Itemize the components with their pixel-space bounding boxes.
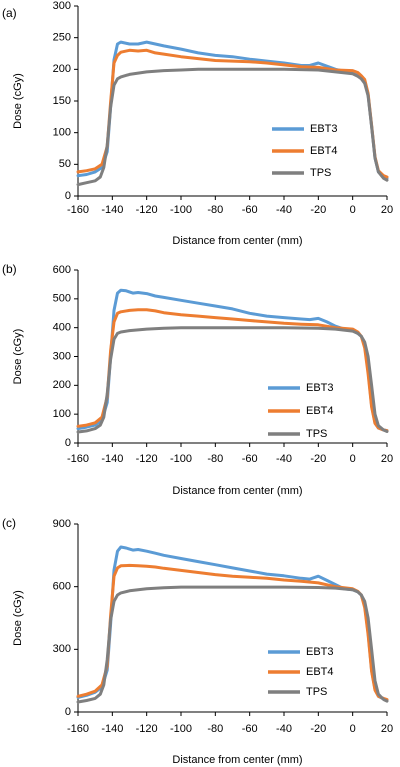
series-line-ebt4 (76, 308, 389, 433)
y-tick-label: 600 (53, 264, 71, 276)
x-tick-label: -40 (276, 453, 292, 465)
x-tick-label: -140 (101, 204, 123, 216)
y-tick-label: 100 (53, 408, 71, 420)
x-tick-label: -120 (136, 723, 158, 735)
series-line-tps (76, 585, 389, 704)
y-tick-label: 50 (59, 158, 71, 170)
x-tick-label: 20 (381, 453, 393, 465)
x-tick-label: 20 (381, 204, 393, 216)
x-tick-label: -40 (276, 723, 292, 735)
legend-label-ebt4: EBT4 (310, 145, 338, 157)
x-tick-label: -20 (310, 723, 326, 735)
y-tick-label: 250 (53, 32, 71, 44)
y-tick-label: 400 (53, 322, 71, 334)
y-tick-label: 200 (53, 63, 71, 75)
x-tick-label: -100 (170, 453, 192, 465)
x-tick-label: -20 (310, 453, 326, 465)
y-axis-title: Dose (cGy) (12, 329, 24, 385)
y-tick-label: 600 (53, 581, 71, 593)
x-tick-label: -80 (207, 453, 223, 465)
x-tick-label: -60 (242, 204, 258, 216)
x-tick-label: -120 (136, 453, 158, 465)
x-tick-label: 0 (350, 204, 356, 216)
x-tick-label: 0 (350, 723, 356, 735)
x-axis-title: Distance from center (mm) (172, 485, 302, 497)
x-tick-label: 0 (350, 453, 356, 465)
x-tick-label: -160 (67, 453, 89, 465)
x-tick-label: -40 (276, 204, 292, 216)
x-tick-label: -60 (242, 453, 258, 465)
x-tick-label: -120 (136, 204, 158, 216)
x-tick-label: -100 (170, 723, 192, 735)
x-tick-label: -160 (67, 723, 89, 735)
x-tick-label: -80 (207, 723, 223, 735)
panel-label: (b) (2, 262, 17, 276)
chart-panel-3: (c) 0 300 600 900 -160 -140 -120 -100 -80 -60 -40 -2… (2, 516, 393, 766)
x-tick-label: -20 (310, 204, 326, 216)
legend-label-ebt3: EBT3 (306, 382, 334, 394)
legend-label-ebt4: EBT4 (306, 666, 334, 678)
x-tick-label: -160 (67, 204, 89, 216)
y-axis-title: Dose (cGy) (12, 73, 24, 129)
x-tick-label: -140 (101, 453, 123, 465)
y-tick-label: 100 (53, 127, 71, 139)
panel-label: (a) (2, 6, 17, 20)
x-axis-title: Distance from center (mm) (172, 754, 302, 766)
x-tick-label: -140 (101, 723, 123, 735)
x-tick-label: -100 (170, 204, 192, 216)
legend-label-ebt3: EBT3 (306, 646, 334, 658)
y-tick-label: 300 (53, 643, 71, 655)
y-tick-label: 300 (53, 350, 71, 362)
legend-label-tps: TPS (310, 167, 331, 179)
y-tick-label: 0 (65, 706, 71, 718)
y-tick-label: 900 (53, 518, 71, 530)
legend-label-tps: TPS (306, 428, 327, 440)
panel-label: (c) (2, 516, 16, 530)
y-tick-label: 300 (53, 0, 71, 12)
legend: EBT3 EBT4 TPS (272, 123, 338, 179)
legend-label-ebt3: EBT3 (310, 123, 338, 135)
legend: EBT3 EBT4 TPS (268, 382, 334, 440)
x-tick-label: -80 (207, 204, 223, 216)
y-tick-label: 500 (53, 293, 71, 305)
series-line-ebt3 (76, 545, 389, 702)
x-tick-label: -60 (242, 723, 258, 735)
x-axis-title: Distance from center (mm) (172, 235, 302, 247)
legend-label-ebt4: EBT4 (306, 405, 334, 417)
legend: EBT3 EBT4 TPS (268, 646, 334, 698)
x-tick-label: 20 (381, 723, 393, 735)
series-line-tps (76, 67, 389, 187)
y-tick-label: 150 (53, 95, 71, 107)
y-axis-title: Dose (cGy) (12, 590, 24, 646)
series-line-tps (76, 326, 389, 434)
y-tick-label: 0 (65, 437, 71, 449)
legend-label-tps: TPS (306, 686, 327, 698)
y-tick-label: 0 (65, 190, 71, 202)
y-tick-label: 200 (53, 379, 71, 391)
series-line-ebt4 (76, 563, 389, 701)
